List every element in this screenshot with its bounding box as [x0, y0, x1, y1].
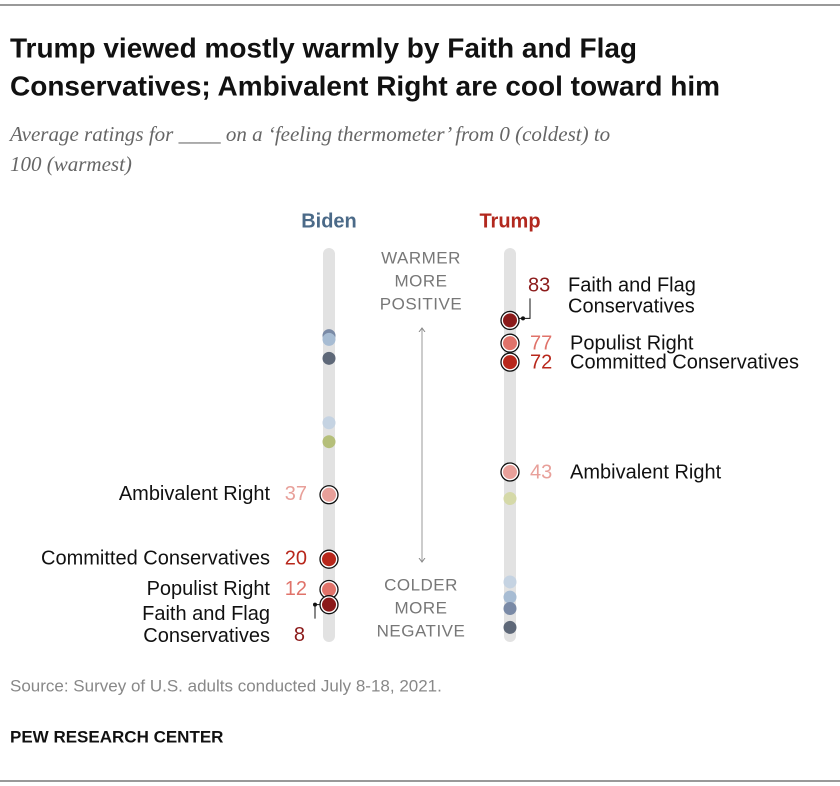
point-label: Committed Conservatives — [41, 547, 270, 569]
credit: PEW RESEARCH CENTER — [10, 727, 223, 746]
dot — [322, 332, 336, 346]
point-label: Populist Right — [570, 332, 694, 354]
leader-line — [314, 604, 320, 619]
dot — [503, 620, 517, 634]
leader-line — [519, 298, 531, 319]
series-header: Biden — [301, 210, 357, 232]
value-label: 37 — [285, 483, 307, 505]
annotation: NEGATIVE — [377, 621, 466, 640]
chart-subtitle: 100 (warmest) — [10, 152, 132, 176]
point-label: Ambivalent Right — [119, 483, 271, 505]
dot — [503, 575, 517, 589]
dot — [322, 582, 336, 597]
value-label: 12 — [285, 578, 307, 600]
point-label: Committed Conservatives — [570, 351, 799, 373]
leader-dot — [521, 316, 525, 321]
dot — [322, 487, 336, 502]
dot — [322, 351, 336, 365]
value-label: 77 — [530, 332, 552, 354]
chart-title: Trump viewed mostly warmly by Faith and … — [10, 32, 637, 63]
annotation: MORE — [395, 271, 448, 290]
dot — [322, 435, 336, 449]
dot — [503, 590, 517, 604]
leader-dot — [313, 602, 317, 607]
series-header: Trump — [479, 210, 540, 232]
point-label: Faith and Flag — [568, 275, 696, 297]
dot — [503, 313, 517, 328]
dot — [503, 465, 517, 480]
point-label: Conservatives — [568, 296, 695, 318]
value-label: 83 — [528, 275, 550, 297]
value-label: 72 — [530, 351, 552, 373]
annotation: WARMER — [381, 248, 461, 267]
dot — [503, 336, 517, 351]
annotation: POSITIVE — [380, 294, 462, 313]
source: Source: Survey of U.S. adults conducted … — [10, 676, 442, 695]
dot — [322, 552, 336, 567]
point-label: Faith and Flag — [142, 603, 270, 625]
dot — [322, 597, 336, 612]
point-label: Conservatives — [143, 625, 270, 647]
dot — [503, 601, 517, 615]
chart-subtitle: Average ratings for ____ on a ‘feeling t… — [8, 122, 610, 146]
point-label: Populist Right — [147, 578, 271, 600]
dot — [503, 492, 517, 506]
value-label: 8 — [294, 624, 305, 646]
point-label: Ambivalent Right — [570, 461, 722, 483]
chart-title: Conservatives; Ambivalent Right are cool… — [10, 70, 720, 101]
dot — [322, 416, 336, 430]
annotation: COLDER — [384, 575, 458, 594]
value-label: 20 — [285, 547, 307, 569]
dot — [503, 355, 517, 370]
value-label: 43 — [530, 461, 552, 483]
annotation: MORE — [395, 598, 448, 617]
